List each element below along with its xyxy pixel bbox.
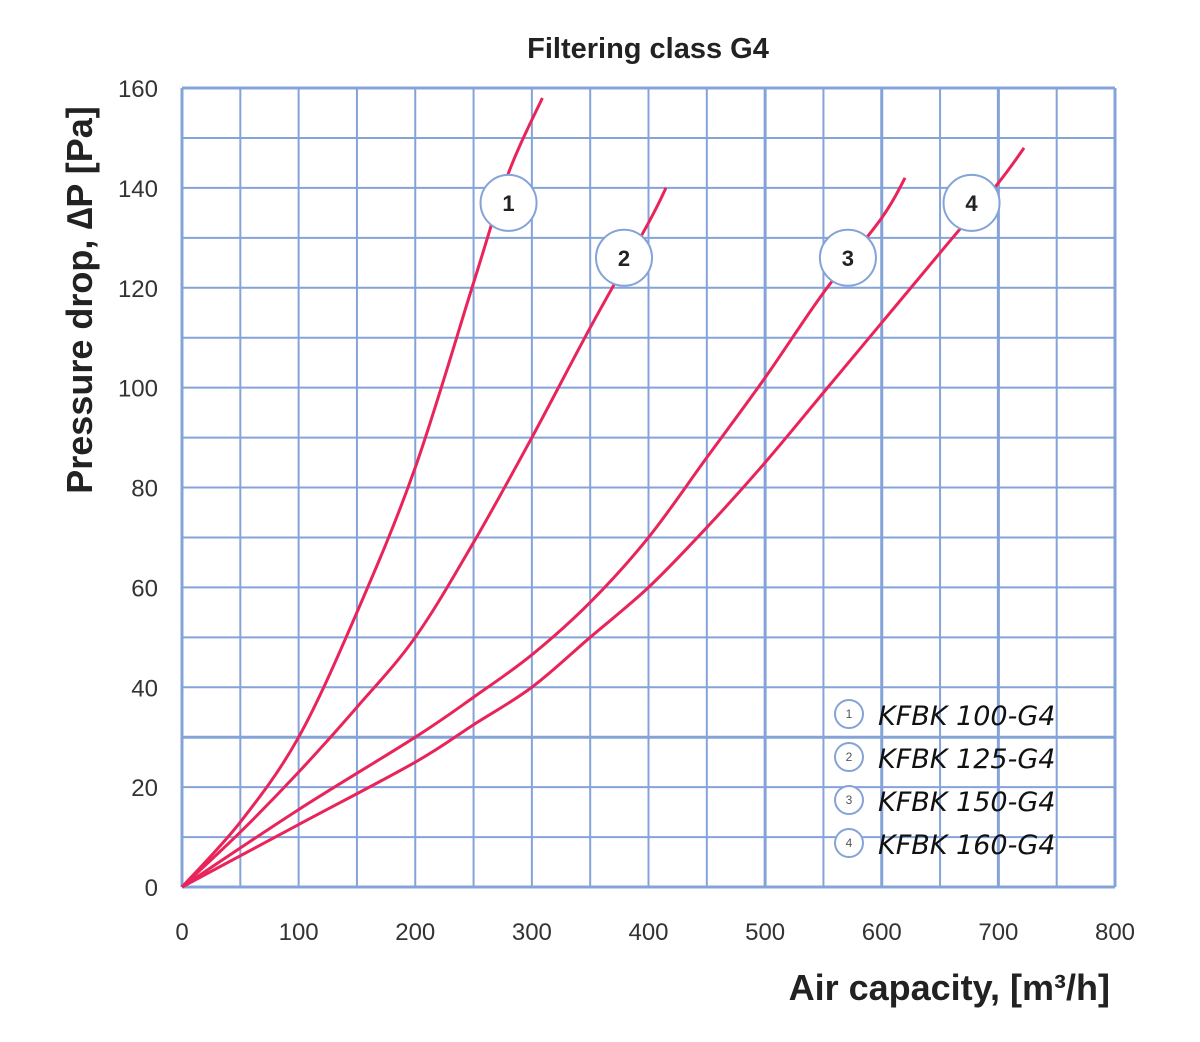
curve-2: [180, 187, 668, 889]
legend-marker-circle: [834, 828, 864, 858]
curve-marker-circle: [595, 228, 654, 287]
y-tick-label: 140: [118, 176, 158, 203]
curve-4: [181, 147, 1026, 889]
legend-marker-number: 1: [846, 707, 853, 721]
y-tick-label: 100: [118, 376, 158, 403]
y-tick-label: 20: [131, 775, 158, 802]
chart-title: Filtering class G4: [527, 33, 769, 65]
legend-marker-circle: [834, 785, 864, 815]
x-tick-label: 700: [978, 919, 1018, 946]
y-tick-label: 160: [118, 76, 158, 103]
y-tick-label: 0: [145, 875, 158, 902]
curve-markers: 1 2 3 4: [479, 173, 1001, 287]
x-tick-label: 500: [745, 919, 785, 946]
legend-marker-circle: [834, 742, 864, 772]
curve-marker-label: 2: [618, 246, 630, 271]
curve-3: [181, 177, 907, 889]
x-tick-label: 800: [1095, 919, 1135, 946]
legend-marker-number: 4: [846, 836, 853, 850]
legend-marker-circle: [834, 699, 864, 729]
legend-entry: KFBK 160-G4: [878, 830, 1055, 861]
legend-entry: KFBK 100-G4: [878, 701, 1055, 732]
x-tick-label: 200: [395, 919, 435, 946]
curve-marker-label: 3: [842, 246, 854, 271]
legend-entry: KFBK 150-G4: [878, 787, 1055, 818]
y-tick-labels: 0 20 40 60 80 100 120 140 160: [118, 76, 158, 902]
x-tick-labels: 0 100 200 300 400 500 600 700 800: [175, 919, 1135, 946]
y-tick-label: 80: [131, 476, 158, 503]
curve-marker-circle: [942, 173, 1001, 232]
y-axis-label: Pressure drop, ∆P [Pa]: [59, 106, 100, 494]
y-tick-label: 120: [118, 276, 158, 303]
x-tick-label: 300: [512, 919, 552, 946]
x-tick-label: 400: [628, 919, 668, 946]
x-tick-label: 0: [175, 919, 188, 946]
curve-marker-circle: [818, 228, 877, 287]
legend-marker-number: 3: [846, 793, 853, 807]
legend: 1 KFBK 100-G4 2 KFBK 125-G4 3 KFBK 150-G4 4 KFB…: [834, 699, 1055, 861]
legend-marker-number: 2: [846, 750, 853, 764]
x-tick-label: 600: [862, 919, 902, 946]
curve-marker-label: 4: [965, 191, 978, 216]
y-tick-label: 60: [131, 575, 158, 602]
x-tick-label: 100: [279, 919, 319, 946]
curve-marker-circle: [479, 173, 538, 232]
legend-entry: KFBK 125-G4: [878, 744, 1055, 775]
x-axis-label: Air capacity, [m³/h]: [789, 967, 1110, 1008]
curve-marker-label: 1: [502, 191, 514, 216]
y-tick-label: 40: [131, 675, 158, 702]
